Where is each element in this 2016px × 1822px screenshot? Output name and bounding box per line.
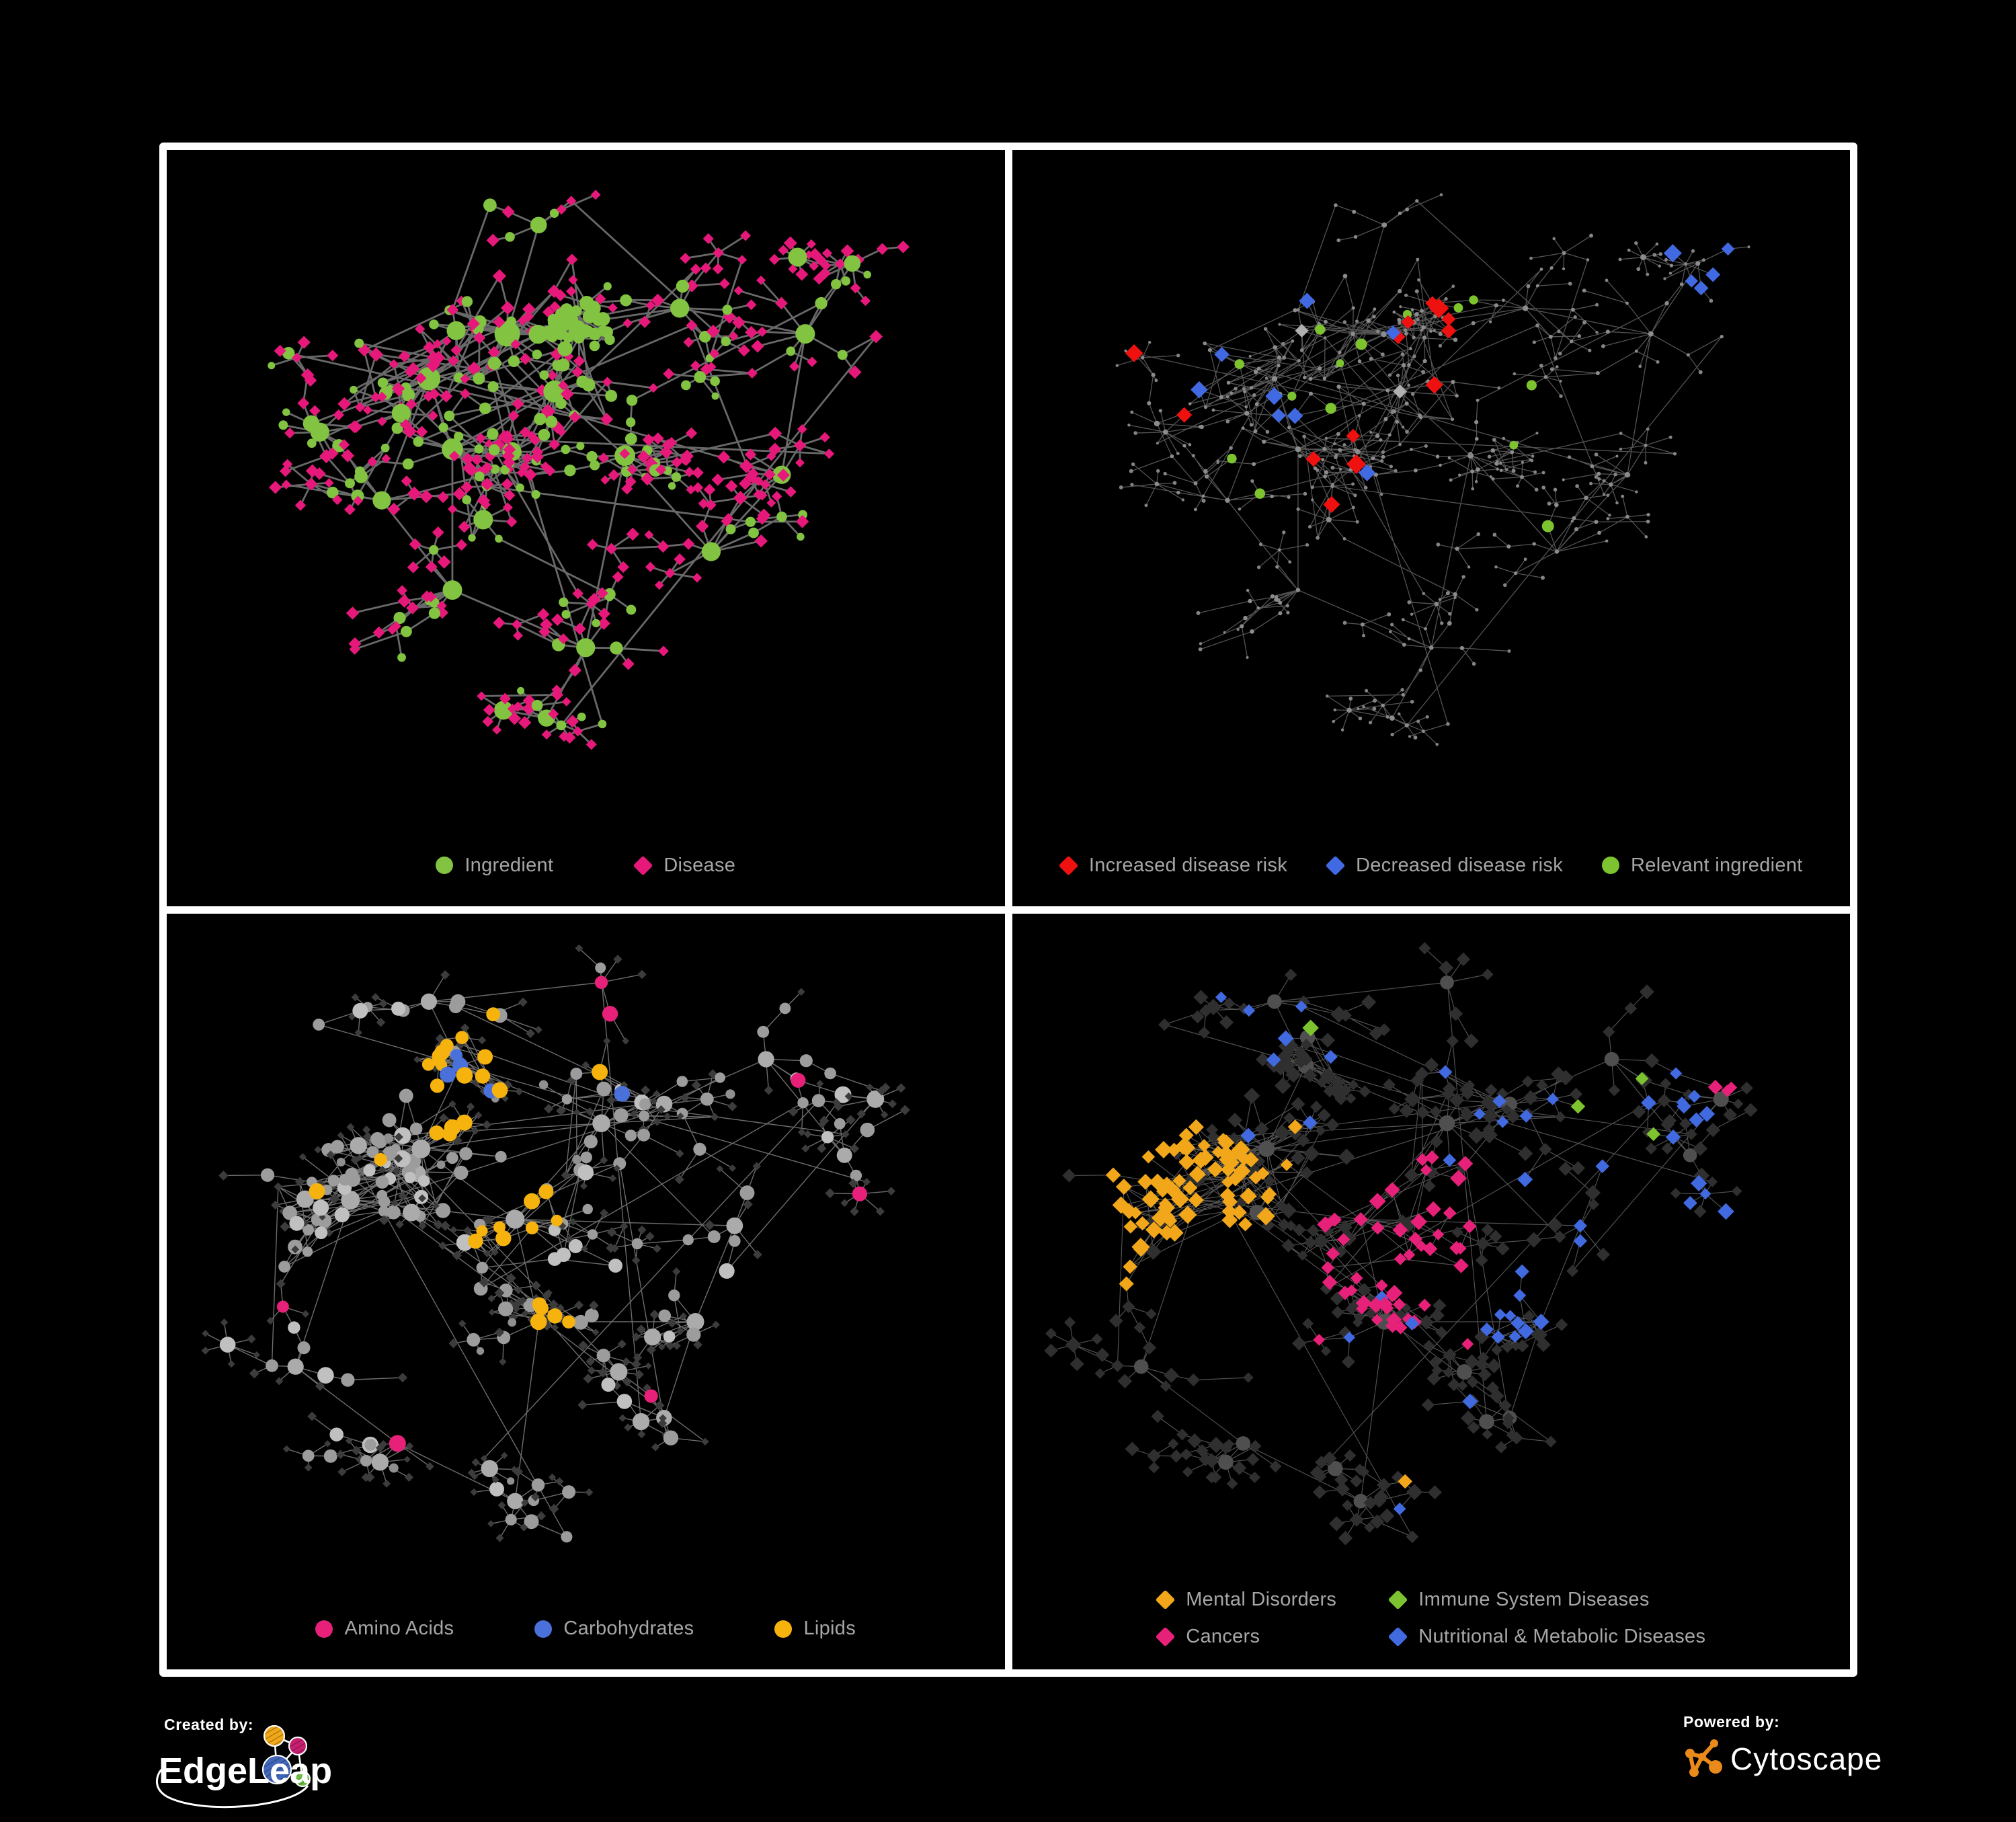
nodes-layer [268, 190, 910, 750]
legend-label-increased-risk: Increased disease risk [1088, 854, 1288, 876]
legend-item-immune-system-diseases: Immune System Diseases [1387, 1589, 1705, 1611]
legend-item-carbohydrates: Carbohydrates [534, 1618, 694, 1640]
legend-nutrients: Amino Acids Carbohydrates Lipids [167, 1618, 1005, 1640]
edges-layer [1116, 194, 1749, 745]
disease-swatch-diamond [633, 855, 653, 875]
legend-label-immune-system-diseases: Immune System Diseases [1418, 1589, 1650, 1610]
panel-disease-risk-network: Increased disease risk Decreased disease… [1012, 150, 1851, 906]
disease-risk-graph [1115, 193, 1750, 746]
legend-item-nutritional-metabolic-diseases: Nutritional & Metabolic Diseases [1387, 1626, 1706, 1648]
legend-label-amino-acids: Amino Acids [344, 1618, 454, 1639]
edgeleap-logo: EdgeLeap [156, 1725, 332, 1809]
legend-item-relevant-ingredient: Relevant ingredient [1602, 855, 1803, 877]
legend-item-mental-disorders: Mental Disorders [1155, 1589, 1337, 1611]
legend-label-relevant-ingredient: Relevant ingredient [1631, 854, 1803, 876]
cancers-swatch-diamond [1155, 1626, 1176, 1647]
amino-acids-swatch-circle [315, 1620, 333, 1638]
relevant-ingredient-swatch-circle [1602, 857, 1620, 874]
decreased-risk-swatch-diamond [1325, 855, 1346, 875]
created-by-label: Created by: [164, 1716, 254, 1733]
edges-layer [270, 194, 904, 746]
nodes-layer [201, 944, 910, 1542]
panel-nutrient-network: Amino Acids Carbohydrates Lipids [167, 913, 1005, 1669]
edgeleap-wordmark: EdgeLeap [159, 1751, 332, 1791]
legend-label-ingredient: Ingredient [465, 854, 554, 876]
legend-disease-categories: Mental Disorders Immune System Diseases … [1012, 1589, 1851, 1648]
legend-label-decreased-risk: Decreased disease risk [1356, 854, 1564, 876]
legend-label-nutritional-metabolic-diseases: Nutritional & Metabolic Diseases [1418, 1626, 1706, 1647]
lipids-swatch-circle [774, 1620, 793, 1638]
nutrient-graph [201, 944, 910, 1542]
carbohydrates-swatch-circle [534, 1620, 553, 1638]
legend-label-mental-disorders: Mental Disorders [1186, 1589, 1337, 1610]
cytoscape-wordmark: Cytoscape [1730, 1741, 1882, 1776]
increased-risk-swatch-diamond [1058, 855, 1079, 875]
edgeleap-swoosh [156, 1769, 309, 1809]
panel-ingredient-disease-network: Ingredient Disease [167, 150, 1005, 906]
edgeleap-network-nodes [262, 1725, 311, 1787]
powered-by-label: Powered by: [1683, 1713, 1780, 1731]
immune-system-diseases-swatch-diamond [1387, 1589, 1408, 1610]
cytoscape-icon [1685, 1739, 1722, 1777]
nutritional-metabolic-swatch-diamond [1387, 1626, 1408, 1647]
legend-item-decreased-risk: Decreased disease risk [1325, 854, 1564, 877]
legend-ingredient-disease: Ingredient Disease [167, 855, 1005, 877]
legend-disease-risk: Increased disease risk Decreased disease… [1012, 855, 1851, 877]
legend-item-increased-risk: Increased disease risk [1058, 854, 1288, 877]
legend-label-disease: Disease [663, 854, 736, 876]
ingredient-disease-graph [268, 190, 910, 750]
legend-label-lipids: Lipids [803, 1618, 856, 1639]
legend-item-amino-acids: Amino Acids [315, 1618, 454, 1640]
ingredient-swatch-circle [436, 857, 454, 874]
legend-item-cancers: Cancers [1155, 1626, 1336, 1648]
edges-layer [204, 947, 906, 1538]
legend-item-disease: Disease [633, 854, 736, 877]
mental-disorders-swatch-diamond [1155, 1589, 1176, 1610]
disease-category-graph [1043, 941, 1758, 1545]
legend-label-cancers: Cancers [1186, 1626, 1260, 1647]
legend-label-carbohydrates: Carbohydrates [563, 1618, 694, 1639]
panel-disease-category-network: Mental Disorders Immune System Diseases … [1012, 913, 1851, 1669]
legend-item-lipids: Lipids [774, 1618, 856, 1640]
edges-layer [1050, 947, 1751, 1538]
legend-item-ingredient: Ingredient [436, 855, 553, 877]
cytoscape-logo: Cytoscape [1685, 1739, 1882, 1777]
panel-grid: Ingredient Disease Increased disease ris… [159, 143, 1857, 1677]
